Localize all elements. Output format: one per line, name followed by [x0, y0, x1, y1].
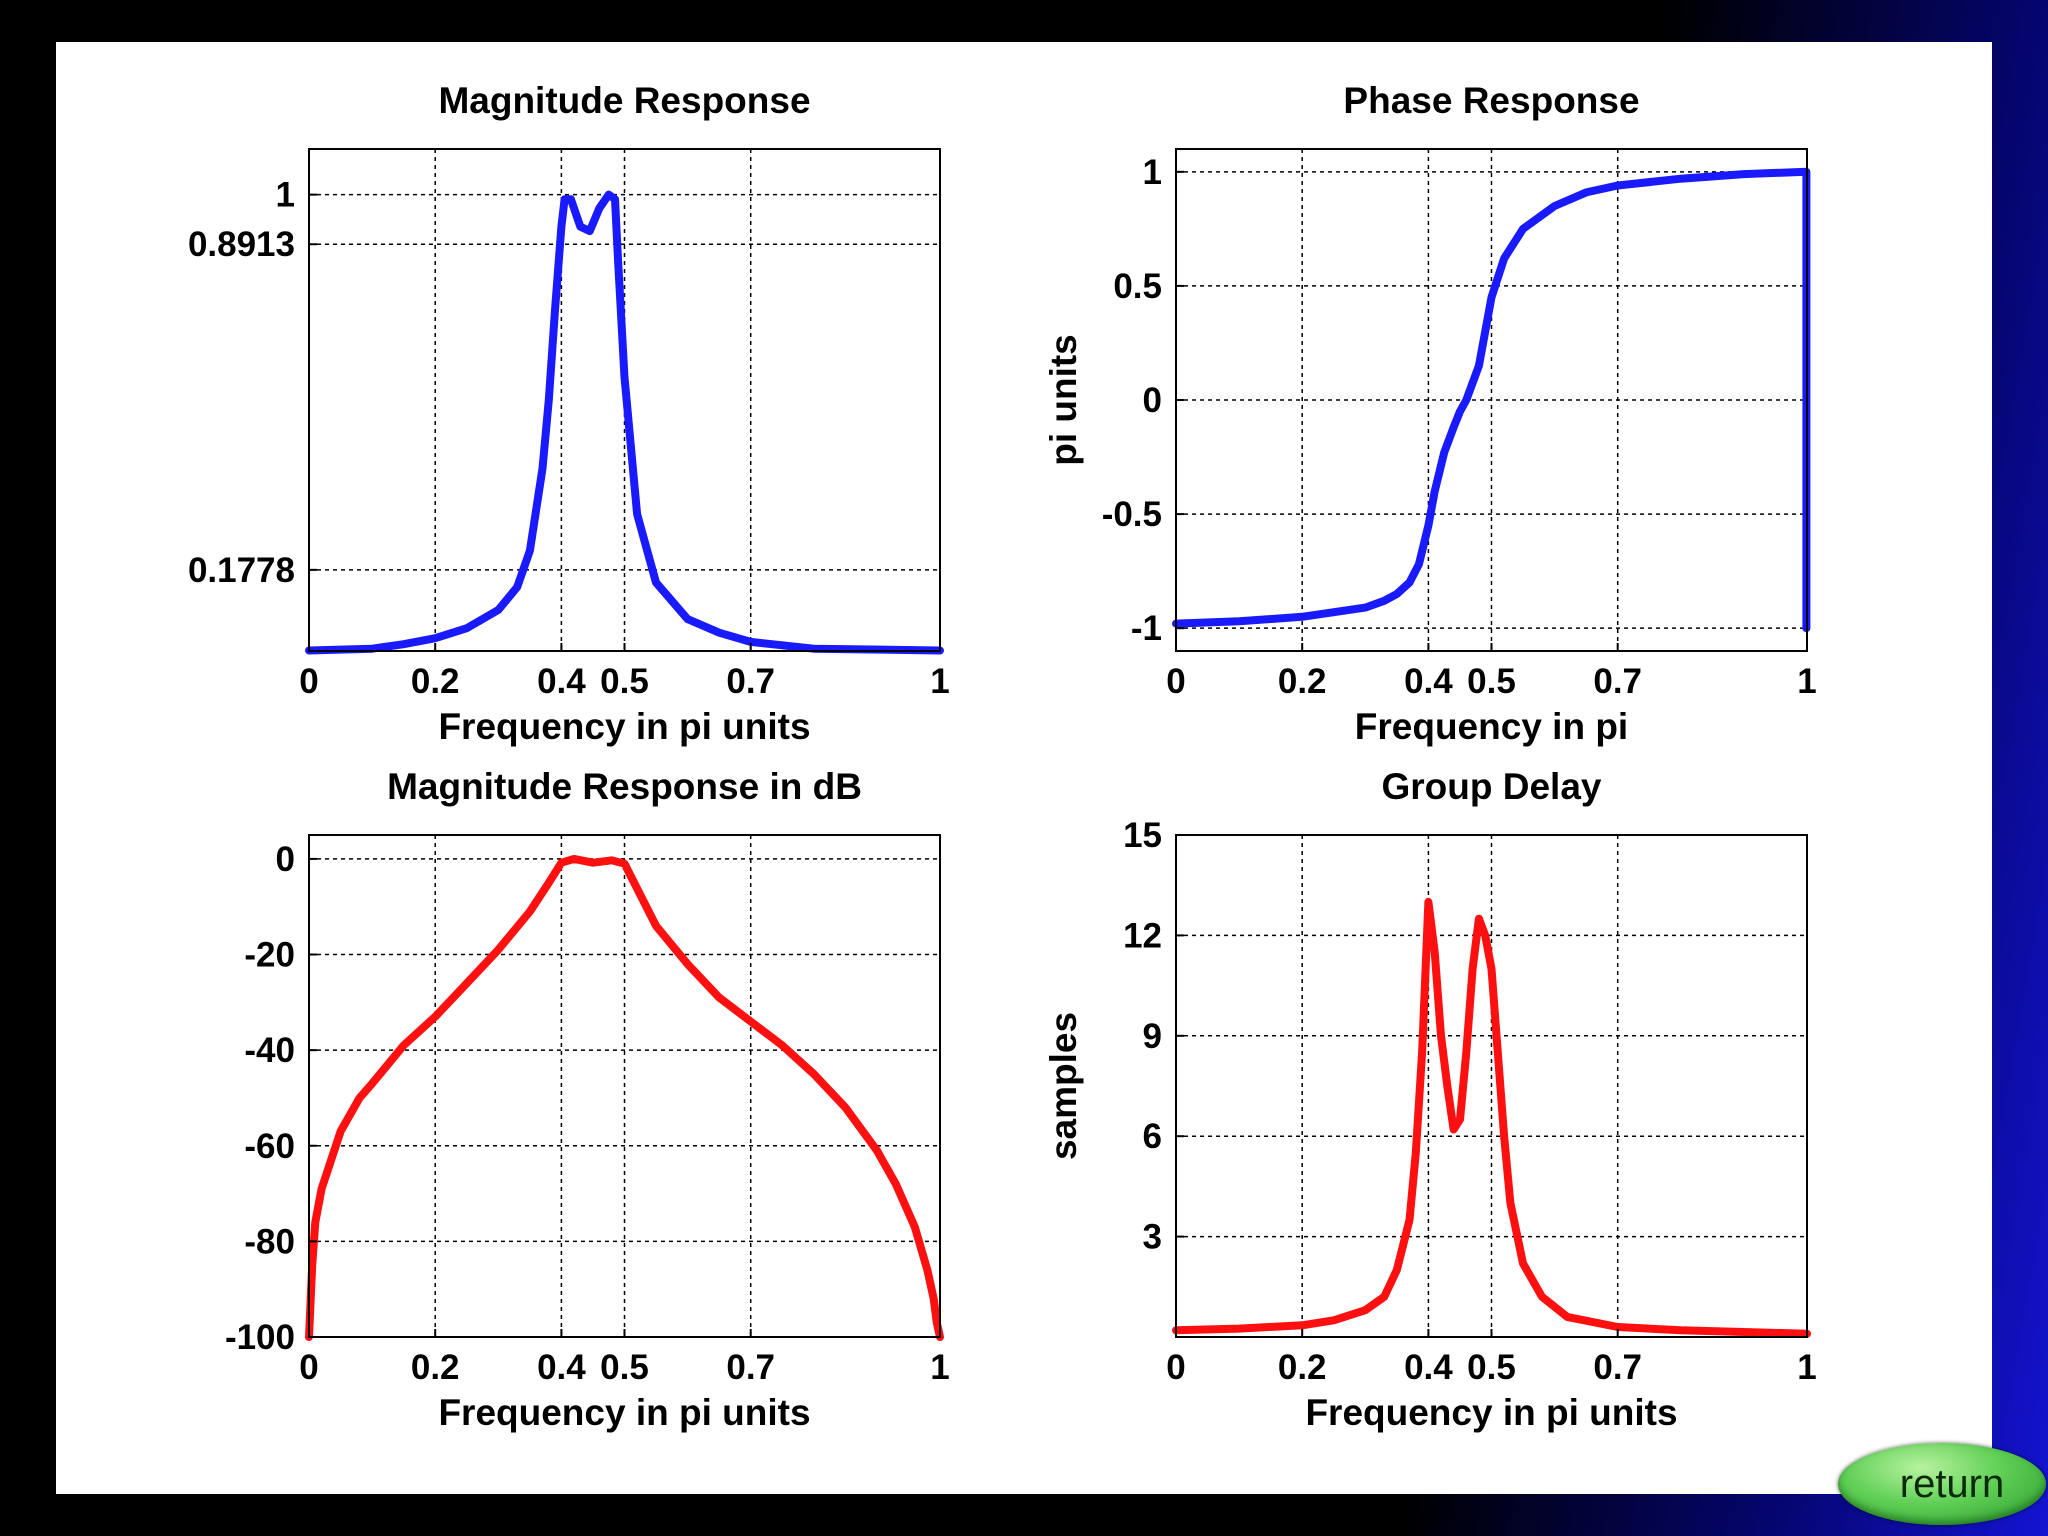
group-delay-x-tick-label: 0.4: [1404, 1348, 1453, 1387]
group-delay-title: Group Delay: [1382, 766, 1602, 807]
phase-x-tick-label: 0.2: [1278, 662, 1327, 701]
group-delay-x-axis-label: Frequency in pi units: [1305, 1392, 1677, 1433]
magnitude-db-x-tick-label: 0.2: [411, 1348, 460, 1387]
phase-y-tick-label: 0.5: [1113, 267, 1162, 306]
magnitude-chart: 0 0.2 0.4 0.5 0.7 1 0.1778 0.8913 1 Magnitude Res…: [188, 80, 950, 747]
phase-chart: 0 0.2 0.4 0.5 0.7 1 -1 -0.5 0 0.5 1 Phase Response F…: [1043, 80, 1817, 747]
group-delay-x-tick-label: 0.7: [1593, 1348, 1642, 1387]
magnitude-x-tick-label: 1: [930, 662, 949, 701]
phase-x-tick-label: 0: [1166, 662, 1185, 701]
magnitude-db-y-tick-label: -100: [225, 1318, 295, 1357]
magnitude-db-y-tick-label: -80: [244, 1222, 295, 1261]
magnitude-db-y-tick-label: 0: [276, 840, 295, 879]
magnitude-x-tick-label: 0: [299, 662, 318, 701]
phase-x-tick-label: 0.4: [1404, 662, 1453, 701]
figure-canvas: 0 0.2 0.4 0.5 0.7 1 0.1778 0.8913 1 Magnitude Res…: [188, 80, 1817, 1433]
group-delay-x-tick-label: 0.2: [1278, 1348, 1327, 1387]
phase-series-line: [1172, 167, 1811, 633]
phase-y-tick-label: -0.5: [1102, 495, 1162, 534]
magnitude-db-x-axis-label: Frequency in pi units: [438, 1392, 810, 1433]
magnitude-x-axis-label: Frequency in pi units: [438, 706, 810, 747]
phase-x-tick-label: 1: [1797, 662, 1816, 701]
magnitude-series-line: [305, 190, 944, 655]
magnitude-x-tick-label: 0.5: [600, 662, 649, 701]
magnitude-y-tick-label: 0.1778: [188, 551, 295, 590]
magnitude-db-y-tick-label: -40: [244, 1031, 295, 1070]
magnitude-db-x-tick-label: 0.7: [726, 1348, 775, 1387]
magnitude-db-x-tick-label: 0: [299, 1348, 318, 1387]
return-label: return: [1899, 1461, 2005, 1506]
figure-panel: 0 0.2 0.4 0.5 0.7 1 0.1778 0.8913 1 Magnitude Res…: [56, 42, 1992, 1494]
magnitude-db-x-tick-label: 1: [930, 1348, 949, 1387]
group-delay-y-tick-label: 6: [1143, 1117, 1162, 1156]
group-delay-y-axis-label: samples: [1043, 1012, 1084, 1160]
group-delay-y-tick-label: 15: [1123, 816, 1162, 855]
magnitude-y-tick-label: 1: [276, 176, 295, 215]
phase-x-axis-label: Frequency in pi: [1355, 706, 1628, 747]
phase-x-tick-label: 0.5: [1467, 662, 1516, 701]
magnitude-db-title: Magnitude Response in dB: [387, 766, 862, 807]
magnitude-db-series-line: [305, 854, 944, 1341]
group-delay-y-tick-label: 12: [1123, 916, 1162, 955]
phase-y-tick-label: 1: [1143, 153, 1162, 192]
phase-title: Phase Response: [1343, 80, 1639, 121]
magnitude-db-y-tick-label: -20: [244, 936, 295, 975]
magnitude-db-x-tick-label: 0.4: [537, 1348, 586, 1387]
magnitude-db-y-tick-label: -60: [244, 1127, 295, 1166]
phase-y-tick-label: -1: [1131, 609, 1162, 648]
magnitude-title: Magnitude Response: [438, 80, 810, 121]
phase-y-axis-label: pi units: [1043, 334, 1084, 466]
magnitude-db-chart: 0 0.2 0.4 0.5 0.7 1 -100 -80 -60 -40 -20 0 Magnitude…: [225, 766, 950, 1433]
group-delay-x-tick-label: 0.5: [1467, 1348, 1516, 1387]
magnitude-x-tick-label: 0.4: [537, 662, 586, 701]
return-button[interactable]: return: [1838, 1443, 2046, 1525]
group-delay-x-tick-label: 0: [1166, 1348, 1185, 1387]
group-delay-chart: 0 0.2 0.4 0.5 0.7 1 3 6 9 12 15 Group Delay Frequenc…: [1043, 766, 1817, 1433]
group-delay-x-tick-label: 1: [1797, 1348, 1816, 1387]
magnitude-y-tick-label: 0.8913: [188, 225, 295, 264]
group-delay-y-tick-label: 3: [1143, 1218, 1162, 1257]
magnitude-x-tick-label: 0.2: [411, 662, 460, 701]
magnitude-db-x-tick-label: 0.5: [600, 1348, 649, 1387]
phase-x-tick-label: 0.7: [1593, 662, 1642, 701]
group-delay-series-line: [1172, 897, 1811, 1338]
phase-y-tick-label: 0: [1143, 381, 1162, 420]
group-delay-y-tick-label: 9: [1143, 1017, 1162, 1056]
magnitude-x-tick-label: 0.7: [726, 662, 775, 701]
